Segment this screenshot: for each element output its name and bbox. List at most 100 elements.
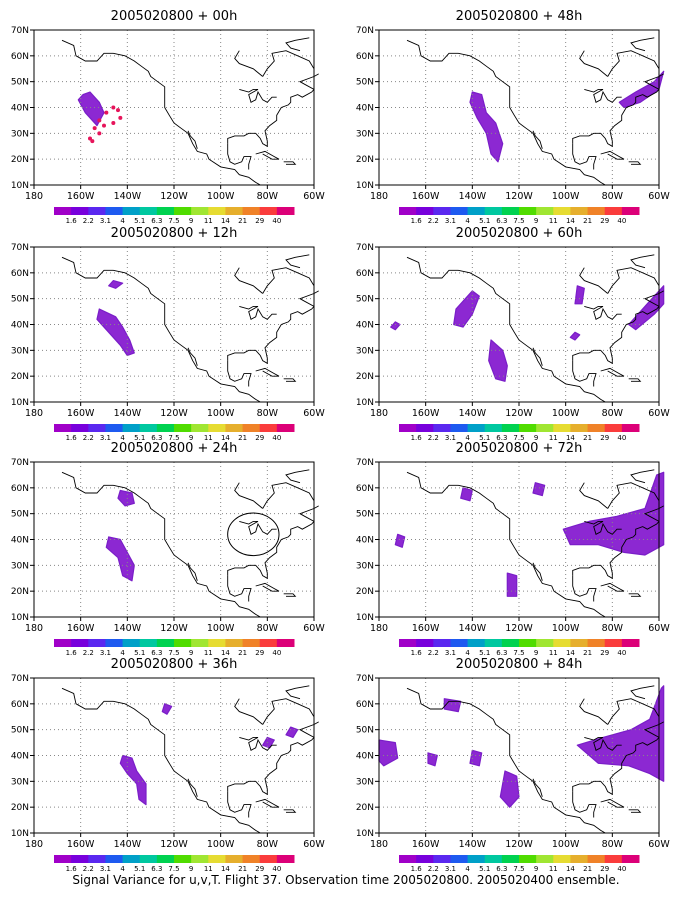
colorbar-swatch — [399, 207, 417, 215]
signal-region — [469, 91, 504, 163]
colorbar-swatch — [519, 855, 537, 863]
coastline — [406, 687, 606, 834]
colorbar-label: 9 — [189, 217, 193, 225]
x-tick-label: 80W — [602, 839, 624, 850]
coastline — [607, 698, 660, 725]
panel-title: 2005020800 + 72h — [456, 441, 583, 456]
colorbar-swatch — [519, 207, 537, 215]
colorbar-swatch — [174, 639, 192, 647]
colorbar-swatch — [225, 424, 244, 432]
coastline — [600, 798, 625, 808]
coastline — [628, 378, 642, 382]
colorbar-label: 21 — [238, 865, 247, 873]
signal-region — [119, 754, 147, 806]
colorbar-swatch — [416, 207, 434, 215]
colorbar-label: 2.2 — [428, 649, 439, 657]
colorbar-swatch — [484, 207, 503, 215]
colorbar-swatch — [88, 424, 106, 432]
colorbar-label: 7.5 — [168, 217, 179, 225]
x-tick-label: 120W — [160, 839, 188, 850]
x-tick-label: 80W — [602, 191, 624, 202]
y-tick-label: 30N — [11, 777, 29, 787]
colorbar-swatch — [139, 639, 158, 647]
colorbar-label: 6.3 — [151, 217, 162, 225]
colorbar-label: 2.2 — [428, 865, 439, 873]
y-tick-label: 50N — [11, 510, 29, 520]
colorbar-swatch — [604, 639, 623, 647]
colorbar-swatch — [433, 424, 451, 432]
coastline — [628, 809, 642, 813]
colorbar-label: 9 — [189, 865, 193, 873]
x-tick-label: 120W — [505, 408, 533, 419]
colorbar-label: 6.3 — [496, 217, 507, 225]
coastline — [255, 150, 280, 160]
x-tick-label: 160W — [412, 408, 440, 419]
colorbar-swatch — [536, 639, 554, 647]
colorbar-label: 40 — [272, 217, 281, 225]
y-tick-label: 50N — [11, 295, 29, 305]
colorbar-swatch — [174, 855, 192, 863]
colorbar-swatch — [105, 639, 124, 647]
colorbar-label: 1.6 — [66, 865, 78, 873]
colorbar-label: 1.6 — [66, 217, 78, 225]
x-tick-label: 160W — [67, 191, 95, 202]
signal-region — [105, 536, 135, 582]
coastline — [406, 256, 606, 403]
colorbar-swatch — [484, 855, 503, 863]
colorbar-swatch — [191, 207, 209, 215]
y-tick-label: 10N — [11, 181, 29, 191]
y-tick-label: 50N — [356, 510, 374, 520]
coastline — [600, 367, 625, 377]
colorbar-label: 29 — [255, 217, 264, 225]
colorbar-label: 9 — [534, 649, 538, 657]
coastline — [628, 161, 642, 165]
colorbar-label: 7.5 — [513, 649, 524, 657]
coastline — [584, 88, 622, 103]
colorbar-swatch — [450, 424, 469, 432]
x-tick-label: 160W — [412, 191, 440, 202]
x-tick-label: 100W — [552, 623, 580, 634]
x-tick-label: 60W — [303, 408, 325, 419]
colorbar-swatch — [587, 207, 606, 215]
colorbar-label: 2.2 — [83, 217, 94, 225]
colorbar-label: 5.1 — [479, 865, 490, 873]
x-tick-label: 60W — [648, 191, 670, 202]
colorbar-swatch — [54, 639, 72, 647]
colorbar-label: 29 — [600, 649, 609, 657]
coastline — [234, 698, 263, 725]
x-tick-label: 120W — [160, 191, 188, 202]
coastline — [532, 562, 543, 581]
colorbar-label: 3.1 — [445, 649, 456, 657]
colorbar-label: 6.3 — [496, 865, 507, 873]
coastline — [285, 254, 310, 269]
coastline — [255, 798, 280, 808]
coastline — [227, 290, 319, 365]
y-tick-label: 60N — [356, 269, 374, 279]
panel-title: 2005020800 + 36h — [111, 657, 238, 672]
colorbar-swatch — [587, 855, 606, 863]
signal-region — [569, 331, 581, 341]
colorbar-swatch — [242, 855, 261, 863]
coastline — [187, 778, 198, 797]
signal-region — [285, 726, 299, 738]
colorbar-swatch — [208, 424, 226, 432]
y-tick-label: 40N — [356, 321, 374, 331]
coastline — [262, 267, 315, 294]
y-tick-label: 10N — [11, 829, 29, 839]
x-tick-label: 80W — [602, 408, 624, 419]
colorbar-swatch — [467, 855, 486, 863]
colorbar-label: 1.6 — [411, 649, 423, 657]
coastline — [227, 505, 319, 580]
flight-track-point — [90, 139, 95, 144]
x-tick-label: 60W — [303, 191, 325, 202]
y-tick-label: 40N — [11, 752, 29, 762]
x-tick-label: 60W — [648, 408, 670, 419]
colorbar-label: 14 — [221, 217, 230, 225]
coastline — [255, 367, 280, 377]
colorbar-swatch — [450, 207, 469, 215]
coastline — [239, 305, 277, 320]
colorbar-swatch — [208, 855, 226, 863]
x-tick-label: 100W — [552, 839, 580, 850]
colorbar-label: 4 — [120, 434, 125, 442]
flight-track-point — [92, 126, 97, 131]
